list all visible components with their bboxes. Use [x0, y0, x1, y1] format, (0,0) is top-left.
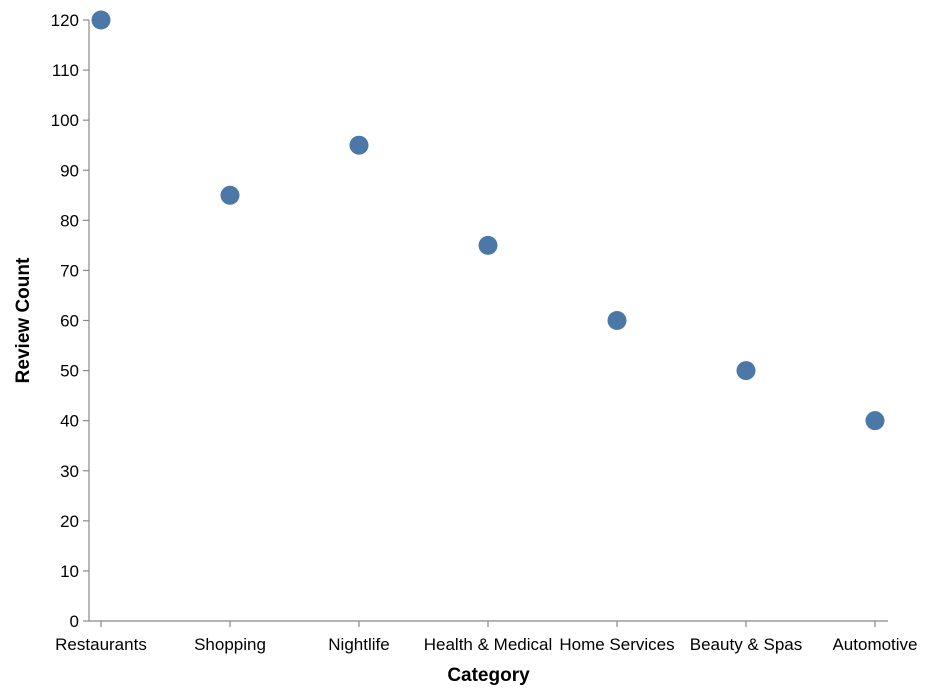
data-point [91, 10, 111, 30]
x-tick-label: Shopping [194, 635, 266, 654]
y-tick-label: 100 [51, 111, 79, 130]
x-tick-label: Automotive [832, 635, 917, 654]
data-point [478, 235, 498, 255]
y-tick-label: 10 [60, 562, 79, 581]
data-point [865, 411, 885, 431]
data-points [91, 10, 885, 431]
x-tick-label: Health & Medical [424, 635, 553, 654]
y-tick-label: 20 [60, 512, 79, 531]
data-point [607, 311, 627, 330]
y-tick-label: 30 [60, 462, 79, 481]
y-tick-label: 80 [60, 211, 79, 230]
x-axis-title: Category [447, 665, 530, 686]
y-axis: 0 10 20 30 40 50 60 70 80 90 100 110 120 [51, 11, 90, 631]
y-tick-label: 110 [52, 61, 79, 80]
data-point [349, 135, 369, 155]
x-tick-label: Home Services [559, 635, 674, 654]
data-point [220, 185, 240, 205]
y-tick-label: 50 [60, 362, 79, 381]
y-tick-label: 90 [60, 161, 79, 180]
y-tick-label: 60 [60, 312, 79, 331]
x-tick-label: Restaurants [55, 635, 147, 654]
y-axis-title: Review Count [13, 257, 34, 383]
x-tick-label: Nightlife [328, 635, 389, 654]
y-tick-label: 40 [60, 412, 79, 431]
x-axis: Restaurants Shopping Nightlife Health & Med… [55, 620, 918, 654]
y-tick-label: 120 [51, 11, 79, 30]
y-tick-label: 0 [70, 612, 79, 631]
data-point [736, 361, 756, 381]
y-tick-label: 70 [60, 261, 79, 280]
x-tick-label: Beauty & Spas [690, 635, 802, 654]
